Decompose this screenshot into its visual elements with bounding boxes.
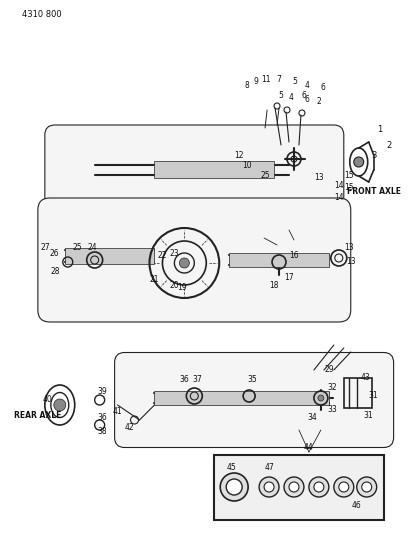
Text: FRONT AXLE: FRONT AXLE: [347, 188, 401, 197]
FancyBboxPatch shape: [45, 125, 344, 235]
Text: 4: 4: [288, 93, 293, 101]
Text: 19: 19: [177, 284, 187, 293]
Text: 14: 14: [334, 193, 344, 203]
Circle shape: [309, 477, 329, 497]
Circle shape: [334, 477, 354, 497]
Text: 39: 39: [98, 387, 108, 397]
Text: 11: 11: [261, 75, 271, 84]
Text: 31: 31: [369, 391, 379, 400]
Text: 5: 5: [293, 77, 297, 86]
Text: 41: 41: [113, 408, 122, 416]
Text: 13: 13: [314, 174, 324, 182]
Text: 45: 45: [226, 464, 236, 472]
Text: 18: 18: [269, 280, 279, 289]
Circle shape: [314, 482, 324, 492]
Text: 47: 47: [264, 464, 274, 472]
Bar: [155, 391, 329, 405]
Text: 24: 24: [88, 244, 98, 253]
Text: 6: 6: [302, 91, 306, 100]
Text: 13: 13: [346, 257, 356, 266]
Circle shape: [226, 479, 242, 495]
Text: 28: 28: [50, 268, 60, 277]
Circle shape: [339, 482, 349, 492]
Text: 37: 37: [193, 376, 202, 384]
Circle shape: [318, 395, 324, 401]
Text: 42: 42: [125, 423, 134, 432]
Text: 7: 7: [277, 76, 282, 85]
Circle shape: [357, 477, 377, 497]
Text: 4310 800: 4310 800: [22, 10, 62, 19]
Text: 6: 6: [304, 95, 309, 104]
Text: 25: 25: [73, 244, 82, 253]
Text: 31: 31: [364, 410, 373, 419]
Text: 35: 35: [247, 376, 257, 384]
Text: 5: 5: [279, 91, 284, 100]
Circle shape: [220, 473, 248, 501]
Bar: [229, 253, 329, 267]
Circle shape: [289, 482, 299, 492]
Text: 4: 4: [304, 80, 309, 90]
Text: 12: 12: [235, 150, 244, 159]
Circle shape: [264, 482, 274, 492]
Text: 15: 15: [344, 183, 354, 192]
Text: 22: 22: [157, 252, 167, 261]
Text: 25: 25: [260, 171, 270, 180]
Text: 14: 14: [334, 181, 344, 190]
Text: 32: 32: [327, 384, 337, 392]
Text: 43: 43: [361, 374, 370, 383]
Circle shape: [362, 482, 372, 492]
Bar: [65, 248, 155, 264]
Text: 26: 26: [50, 249, 60, 259]
Text: 36: 36: [98, 414, 108, 423]
Text: 17: 17: [284, 273, 294, 282]
Text: 40: 40: [43, 395, 53, 405]
Circle shape: [54, 399, 66, 411]
Bar: [344, 378, 372, 408]
Text: 23: 23: [170, 248, 179, 257]
Text: 38: 38: [98, 427, 107, 437]
Text: 20: 20: [170, 280, 179, 289]
Text: 44: 44: [304, 443, 314, 453]
Bar: [155, 161, 274, 178]
Text: 36: 36: [180, 376, 189, 384]
Text: 15: 15: [344, 171, 354, 180]
Text: 8: 8: [245, 80, 250, 90]
Text: 46: 46: [352, 500, 361, 510]
Circle shape: [180, 258, 189, 268]
Bar: [214, 455, 384, 520]
Text: 6: 6: [320, 84, 325, 93]
Circle shape: [259, 477, 279, 497]
Text: 2: 2: [317, 98, 321, 107]
FancyBboxPatch shape: [115, 352, 394, 448]
Text: 21: 21: [150, 276, 159, 285]
Text: 2: 2: [386, 141, 391, 149]
Text: 13: 13: [344, 244, 354, 253]
Text: 16: 16: [289, 251, 299, 260]
Text: 33: 33: [327, 406, 337, 415]
Circle shape: [284, 477, 304, 497]
Text: 10: 10: [242, 160, 252, 169]
Text: REAR AXLE: REAR AXLE: [14, 410, 62, 419]
Text: 27: 27: [40, 244, 50, 253]
Text: 9: 9: [254, 77, 259, 86]
Text: 34: 34: [307, 414, 317, 423]
Text: 29: 29: [324, 366, 334, 375]
FancyBboxPatch shape: [38, 198, 351, 322]
Circle shape: [354, 157, 364, 167]
Text: 3: 3: [371, 150, 376, 159]
Text: 1: 1: [377, 125, 382, 134]
